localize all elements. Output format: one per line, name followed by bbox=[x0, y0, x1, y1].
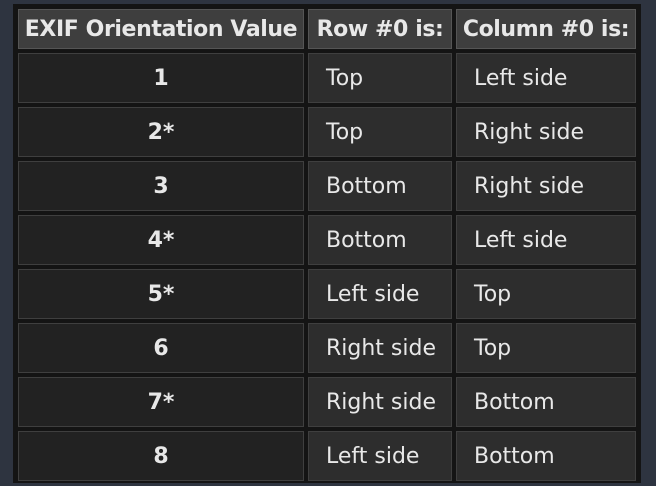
header-exif-orientation-value: EXIF Orientation Value bbox=[18, 9, 304, 49]
table-row: 8 Left side Bottom bbox=[18, 431, 636, 481]
row-0-cell: Bottom bbox=[308, 161, 452, 211]
header-row-0: Row #0 is: bbox=[308, 9, 452, 49]
column-0-cell: Right side bbox=[456, 107, 636, 157]
row-0-cell: Top bbox=[308, 53, 452, 103]
column-0-cell: Top bbox=[456, 269, 636, 319]
table-header-row: EXIF Orientation Value Row #0 is: Column… bbox=[18, 9, 636, 49]
table-row: 5* Left side Top bbox=[18, 269, 636, 319]
orientation-value-cell: 4* bbox=[18, 215, 304, 265]
column-0-cell: Left side bbox=[456, 215, 636, 265]
table-row: 1 Top Left side bbox=[18, 53, 636, 103]
row-0-cell: Right side bbox=[308, 377, 452, 427]
row-0-cell: Left side bbox=[308, 269, 452, 319]
column-0-cell: Top bbox=[456, 323, 636, 373]
table-row: 7* Right side Bottom bbox=[18, 377, 636, 427]
row-0-cell: Top bbox=[308, 107, 452, 157]
orientation-value-cell: 7* bbox=[18, 377, 304, 427]
orientation-value-cell: 2* bbox=[18, 107, 304, 157]
row-0-cell: Right side bbox=[308, 323, 452, 373]
table-row: 2* Top Right side bbox=[18, 107, 636, 157]
table-row: 6 Right side Top bbox=[18, 323, 636, 373]
exif-orientation-table-frame: EXIF Orientation Value Row #0 is: Column… bbox=[13, 4, 641, 483]
header-column-0: Column #0 is: bbox=[456, 9, 636, 49]
orientation-value-cell: 5* bbox=[18, 269, 304, 319]
table-row: 4* Bottom Left side bbox=[18, 215, 636, 265]
exif-orientation-table: EXIF Orientation Value Row #0 is: Column… bbox=[14, 5, 640, 485]
orientation-value-cell: 6 bbox=[18, 323, 304, 373]
row-0-cell: Bottom bbox=[308, 215, 452, 265]
orientation-value-cell: 1 bbox=[18, 53, 304, 103]
column-0-cell: Bottom bbox=[456, 431, 636, 481]
table-row: 3 Bottom Right side bbox=[18, 161, 636, 211]
column-0-cell: Bottom bbox=[456, 377, 636, 427]
orientation-value-cell: 3 bbox=[18, 161, 304, 211]
column-0-cell: Left side bbox=[456, 53, 636, 103]
orientation-value-cell: 8 bbox=[18, 431, 304, 481]
row-0-cell: Left side bbox=[308, 431, 452, 481]
column-0-cell: Right side bbox=[456, 161, 636, 211]
